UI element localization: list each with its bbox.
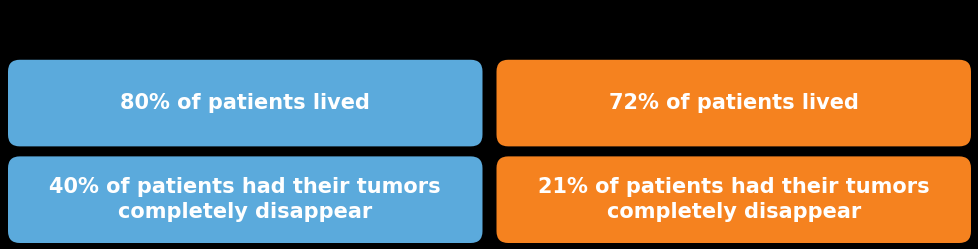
Text: 72% of patients lived: 72% of patients lived xyxy=(608,93,858,113)
Text: 21% of patients had their tumors
completely disappear: 21% of patients had their tumors complet… xyxy=(537,177,929,223)
FancyBboxPatch shape xyxy=(8,60,482,146)
Text: 40% of patients had their tumors
completely disappear: 40% of patients had their tumors complet… xyxy=(49,177,441,223)
FancyBboxPatch shape xyxy=(8,156,482,243)
FancyBboxPatch shape xyxy=(496,60,970,146)
Text: 80% of patients lived: 80% of patients lived xyxy=(120,93,370,113)
FancyBboxPatch shape xyxy=(496,156,970,243)
